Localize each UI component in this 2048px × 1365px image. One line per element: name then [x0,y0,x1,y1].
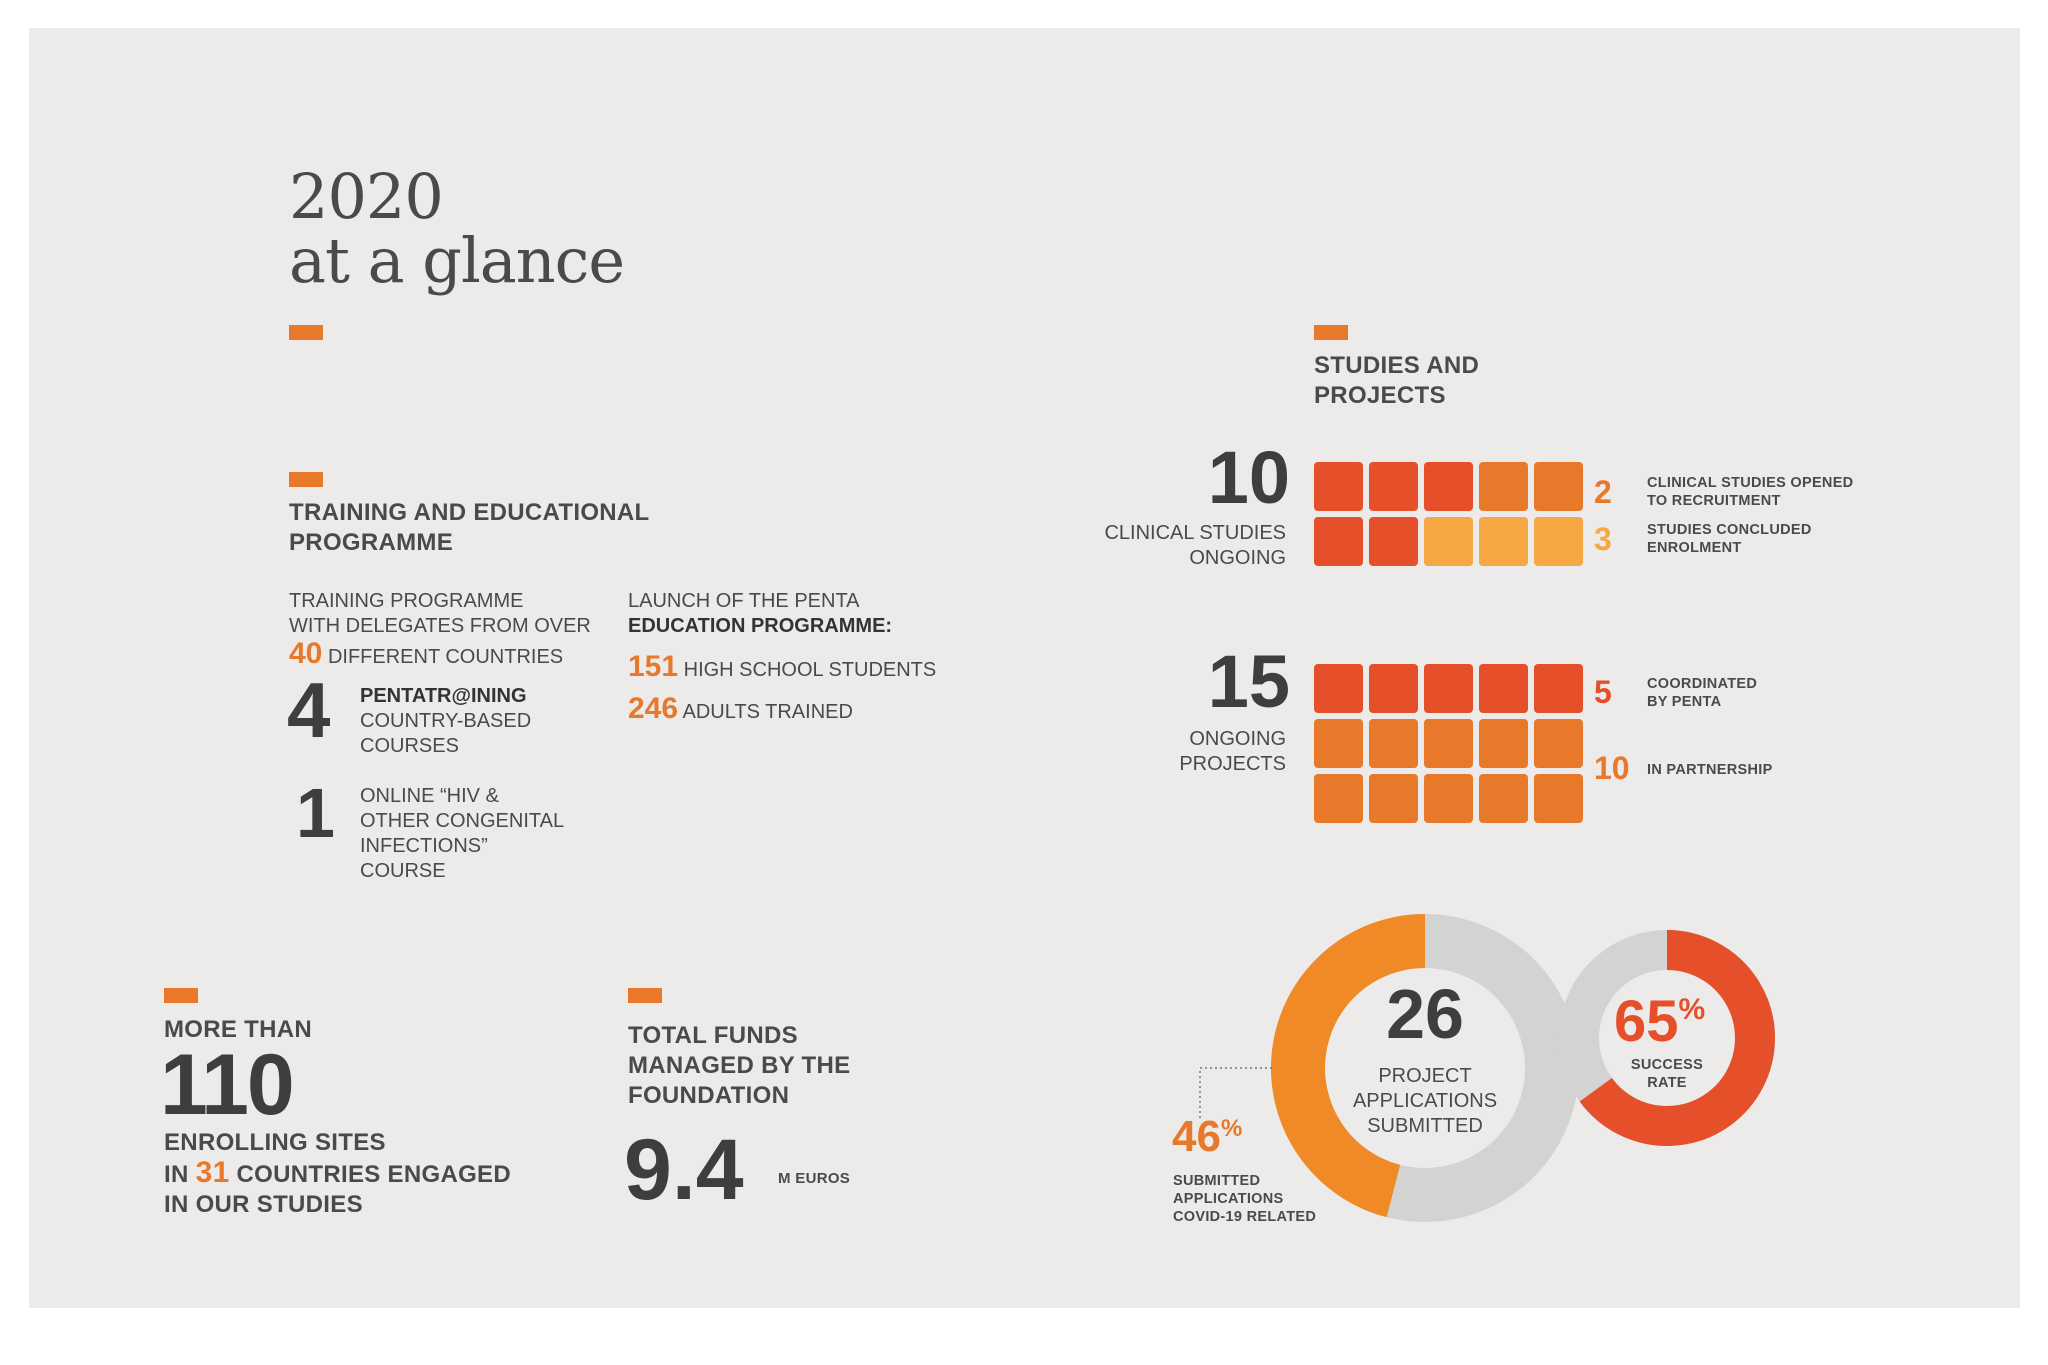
studies-opened-count: 2 [1594,474,1612,510]
clinical-studies-grid [1314,462,1583,566]
clinical-study-cell [1424,517,1473,566]
coordinated-label: COORDINATED BY PENTA [1647,676,1758,710]
project-cell [1369,774,1418,823]
project-cell [1314,774,1363,823]
success-percentage: 65% [1614,989,1706,1054]
courses-count: 4 [287,666,331,754]
covid-share-arc [1271,914,1426,1218]
clinical-study-cell [1369,462,1418,511]
partnership-count: 10 [1594,750,1630,786]
project-cell [1314,664,1363,713]
project-cell [1314,719,1363,768]
covid-percentage: 46% [1172,1112,1243,1161]
project-cell [1534,719,1583,768]
title-subtitle: at a glance [289,224,625,297]
courses-text: PENTATR@INING COUNTRY-BASED COURSES [360,685,532,757]
clinical-study-cell [1534,462,1583,511]
clinical-study-cell [1369,517,1418,566]
sites-text: ENROLLING SITES IN 31 COUNTRIES ENGAGED … [164,1129,511,1218]
clinical-study-cell [1424,462,1473,511]
clinical-studies-count: 10 [1207,436,1290,519]
applications-label: PROJECT APPLICATIONS SUBMITTED [1352,1065,1498,1137]
funds-heading: TOTAL FUNDS MANAGED BY THE FOUNDATION [628,1022,851,1109]
success-rate-arc [1579,930,1775,1146]
studies-concluded-label: STUDIES CONCLUDED ENROLMENT [1647,522,1812,556]
project-cell [1534,664,1583,713]
infographic-panel [29,28,2020,1308]
ongoing-projects-label: ONGOING PROJECTS [1179,728,1286,775]
success-label: SUCCESS RATE [1630,1057,1704,1091]
sites-intro: MORE THAN [164,1016,313,1043]
clinical-studies-label: CLINICAL STUDIES ONGOING [1104,522,1286,569]
online-course-text: ONLINE “HIV & OTHER CONGENITAL INFECTION… [360,785,565,882]
clinical-study-cell [1534,517,1583,566]
project-cell [1534,774,1583,823]
partnership-label: IN PARTNERSHIP [1647,762,1773,778]
project-cell [1479,664,1528,713]
training-heading: TRAINING AND EDUCATIONAL PROGRAMME [289,499,650,556]
project-cell [1424,719,1473,768]
page-title: 2020 at a glance [289,160,625,297]
applications-rings [1199,914,1775,1222]
funds-amount: 9.4 [624,1122,744,1218]
sites-count: 110 [160,1037,295,1133]
launch-text: LAUNCH OF THE PENTA EDUCATION PROGRAMME: [628,590,893,637]
sites-accent-bar [164,988,198,1003]
project-cell [1479,774,1528,823]
clinical-study-cell [1314,517,1363,566]
covid-label: SUBMITTED APPLICATIONS COVID-19 RELATED [1173,1173,1317,1225]
clinical-study-cell [1479,462,1528,511]
project-cell [1479,719,1528,768]
sites-countries-count: 31 [195,1156,230,1189]
title-year: 2020 [289,160,444,233]
studies-heading: STUDIES AND PROJECTS [1314,352,1480,409]
project-cell [1369,719,1418,768]
training-accent-bar [289,472,323,487]
clinical-study-cell [1314,462,1363,511]
studies-concluded-count: 3 [1594,521,1612,557]
online-course-count: 1 [296,774,335,852]
high-school-stat: 151 HIGH SCHOOL STUDENTS [628,650,937,683]
covid-leader-line [1199,1067,1272,1120]
projects-grid [1314,664,1583,823]
funds-accent-bar [628,988,662,1003]
project-cell [1369,664,1418,713]
ongoing-projects-count: 15 [1207,640,1290,723]
applications-count: 26 [1386,975,1464,1053]
project-cell [1424,774,1473,823]
countries-count: 40 [289,637,323,670]
training-programme-text: TRAINING PROGRAMME WITH DELEGATES FROM O… [289,590,591,670]
coordinated-count: 5 [1594,674,1612,710]
studies-opened-label: CLINICAL STUDIES OPENED TO RECRUITMENT [1647,475,1854,509]
studies-accent-bar [1314,325,1348,340]
clinical-study-cell [1479,517,1528,566]
title-accent-bar [289,325,323,340]
adults-stat: 246 ADULTS TRAINED [628,692,853,725]
funds-unit: M EUROS [778,1170,851,1187]
project-cell [1424,664,1473,713]
